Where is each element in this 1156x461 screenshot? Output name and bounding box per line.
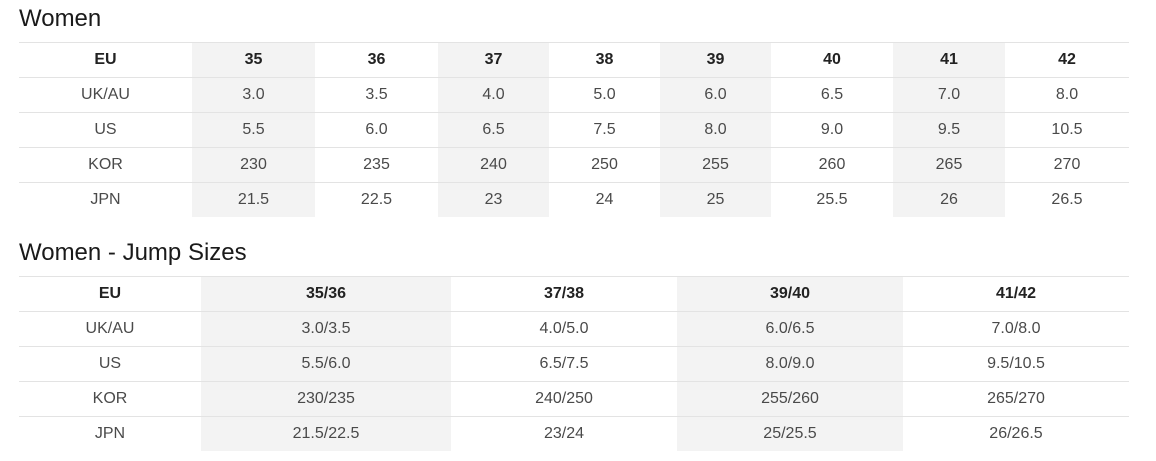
size-cell: 255 <box>660 147 771 183</box>
table-row-kor: KOR 230 235 240 250 255 260 265 270 <box>19 147 1129 183</box>
size-cell: 240 <box>438 147 549 183</box>
size-cell: 4.0/5.0 <box>451 311 677 347</box>
size-cell: 26.5 <box>1005 182 1129 217</box>
size-cell: 21.5/22.5 <box>201 416 451 451</box>
row-label: US <box>19 112 192 148</box>
size-cell: 255/260 <box>677 381 903 417</box>
size-cell: 5.0 <box>549 77 660 113</box>
table-row-us: US 5.5/6.0 6.5/7.5 8.0/9.0 9.5/10.5 <box>19 346 1129 382</box>
size-cell: 9.5/10.5 <box>903 346 1129 382</box>
size-cell: 24 <box>549 182 660 217</box>
size-cell: 6.5 <box>771 77 893 113</box>
size-cell: 23/24 <box>451 416 677 451</box>
size-cell: 7.0/8.0 <box>903 311 1129 347</box>
row-label: UK/AU <box>19 77 192 113</box>
jump-header-row: EU 35/36 37/38 39/40 41/42 <box>19 276 1129 312</box>
size-cell: 22.5 <box>315 182 438 217</box>
row-label: JPN <box>19 182 192 217</box>
size-cell: 7.5 <box>549 112 660 148</box>
size-cell: 5.5 <box>192 112 315 148</box>
size-cell: 26 <box>893 182 1005 217</box>
size-cell: 230/235 <box>201 381 451 417</box>
size-cell: 6.5 <box>438 112 549 148</box>
size-cell: 3.0/3.5 <box>201 311 451 347</box>
size-cell: 5.5/6.0 <box>201 346 451 382</box>
size-cell: 9.0 <box>771 112 893 148</box>
header-size: 39/40 <box>677 276 903 312</box>
size-cell: 265 <box>893 147 1005 183</box>
header-size: 42 <box>1005 42 1129 78</box>
header-size: 35/36 <box>201 276 451 312</box>
size-cell: 6.5/7.5 <box>451 346 677 382</box>
size-cell: 25/25.5 <box>677 416 903 451</box>
women-size-section: Women EU 35 36 37 38 39 40 41 42 UK/AU 3… <box>19 4 1129 217</box>
women-size-table: EU 35 36 37 38 39 40 41 42 UK/AU 3.0 3.5… <box>19 42 1129 217</box>
size-cell: 265/270 <box>903 381 1129 417</box>
header-size: 40 <box>771 42 893 78</box>
row-label: UK/AU <box>19 311 201 347</box>
header-size: 37 <box>438 42 549 78</box>
header-size: 41 <box>893 42 1005 78</box>
size-cell: 21.5 <box>192 182 315 217</box>
table-row-uk-au: UK/AU 3.0/3.5 4.0/5.0 6.0/6.5 7.0/8.0 <box>19 311 1129 347</box>
size-cell: 25 <box>660 182 771 217</box>
size-cell: 6.0 <box>660 77 771 113</box>
women-section-title: Women <box>19 5 102 32</box>
size-cell: 10.5 <box>1005 112 1129 148</box>
size-cell: 8.0 <box>660 112 771 148</box>
header-size: 37/38 <box>451 276 677 312</box>
header-label-eu: EU <box>19 276 201 312</box>
size-cell: 3.5 <box>315 77 438 113</box>
row-label: KOR <box>19 147 192 183</box>
table-row-kor: KOR 230/235 240/250 255/260 265/270 <box>19 381 1129 417</box>
header-size: 39 <box>660 42 771 78</box>
jump-section-title: Women - Jump Sizes <box>19 239 247 266</box>
jump-size-table: EU 35/36 37/38 39/40 41/42 UK/AU 3.0/3.5… <box>19 276 1129 451</box>
header-size: 41/42 <box>903 276 1129 312</box>
row-label: US <box>19 346 201 382</box>
header-size: 38 <box>549 42 660 78</box>
size-cell: 25.5 <box>771 182 893 217</box>
size-cell: 250 <box>549 147 660 183</box>
size-cell: 3.0 <box>192 77 315 113</box>
table-row-jpn: JPN 21.5 22.5 23 24 25 25.5 26 26.5 <box>19 182 1129 217</box>
header-size: 36 <box>315 42 438 78</box>
size-cell: 8.0/9.0 <box>677 346 903 382</box>
size-cell: 260 <box>771 147 893 183</box>
table-row-jpn: JPN 21.5/22.5 23/24 25/25.5 26/26.5 <box>19 416 1129 451</box>
size-cell: 270 <box>1005 147 1129 183</box>
jump-size-section: Women - Jump Sizes EU 35/36 37/38 39/40 … <box>19 238 1129 451</box>
table-row-us: US 5.5 6.0 6.5 7.5 8.0 9.0 9.5 10.5 <box>19 112 1129 148</box>
size-cell: 235 <box>315 147 438 183</box>
women-header-row: EU 35 36 37 38 39 40 41 42 <box>19 42 1129 78</box>
size-cell: 26/26.5 <box>903 416 1129 451</box>
header-label-eu: EU <box>19 42 192 78</box>
size-cell: 4.0 <box>438 77 549 113</box>
row-label: KOR <box>19 381 201 417</box>
size-cell: 9.5 <box>893 112 1005 148</box>
size-cell: 23 <box>438 182 549 217</box>
size-cell: 6.0 <box>315 112 438 148</box>
size-cell: 6.0/6.5 <box>677 311 903 347</box>
size-cell: 8.0 <box>1005 77 1129 113</box>
row-label: JPN <box>19 416 201 451</box>
size-cell: 230 <box>192 147 315 183</box>
size-cell: 7.0 <box>893 77 1005 113</box>
size-cell: 240/250 <box>451 381 677 417</box>
header-size: 35 <box>192 42 315 78</box>
table-row-uk-au: UK/AU 3.0 3.5 4.0 5.0 6.0 6.5 7.0 8.0 <box>19 77 1129 113</box>
